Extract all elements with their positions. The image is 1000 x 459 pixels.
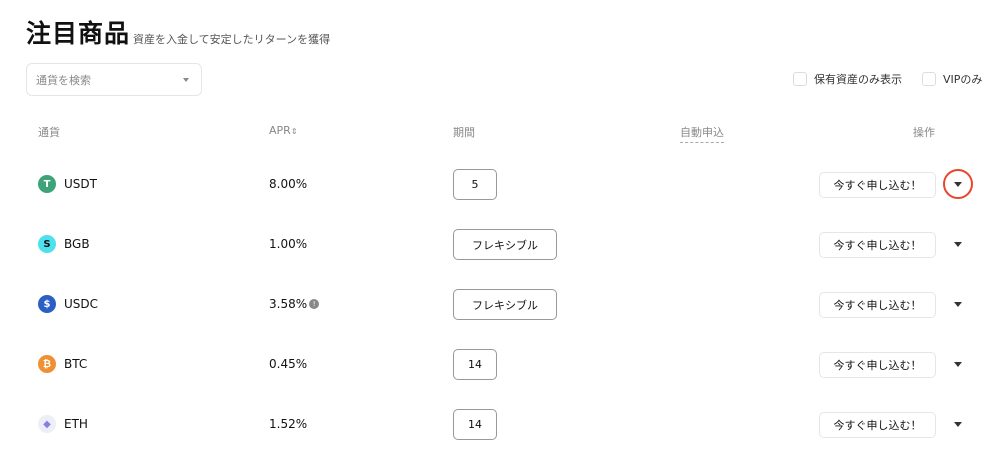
expand-row-button[interactable] xyxy=(943,409,973,439)
holdings-only-checkbox[interactable]: 保有資産のみ表示 xyxy=(793,71,902,87)
chevron-down-icon xyxy=(183,78,189,82)
currency-symbol: USDT xyxy=(64,177,97,191)
apply-now-button[interactable]: 今すぐ申し込む！ xyxy=(819,172,936,198)
column-auto-subscribe[interactable]: 自動申込 xyxy=(680,124,724,143)
period-option[interactable]: 5 xyxy=(453,169,497,200)
currency-symbol: BGB xyxy=(64,237,90,251)
bitcoin-icon: ₿ xyxy=(38,355,56,373)
table-row: S BGB 1.00% フレキシブル 今すぐ申し込む！ xyxy=(0,224,1000,264)
apply-now-button[interactable]: 今すぐ申し込む！ xyxy=(819,412,936,438)
table-row: ₿ BTC 0.45% 14 今すぐ申し込む！ xyxy=(0,344,1000,384)
bitget-icon: S xyxy=(38,235,56,253)
currency-symbol: ETH xyxy=(64,417,88,431)
apply-now-button[interactable]: 今すぐ申し込む！ xyxy=(819,232,936,258)
caret-down-icon xyxy=(954,301,962,307)
search-placeholder: 通貨を検索 xyxy=(36,74,91,87)
expand-row-button[interactable] xyxy=(943,289,973,319)
table-row: T USDT 8.00% 5 今すぐ申し込む！ xyxy=(0,164,1000,204)
period-option[interactable]: 14 xyxy=(453,349,497,380)
apr-text: 1.00% xyxy=(269,237,308,251)
apr-label: APR xyxy=(269,124,291,137)
currency-search-select[interactable]: 通貨を検索 xyxy=(26,63,202,96)
tether-icon: T xyxy=(38,175,56,193)
apr-text: 8.00% xyxy=(269,177,308,191)
apr-value: 1.52% xyxy=(269,417,307,431)
apr-value: 0.45% xyxy=(269,357,307,371)
apr-value: 1.00% xyxy=(269,237,307,251)
column-action: 操作 xyxy=(913,126,935,139)
apr-text: 1.52% xyxy=(269,417,308,431)
vip-only-checkbox[interactable]: VIPのみ xyxy=(922,71,982,87)
caret-down-icon xyxy=(954,241,962,247)
apply-now-button[interactable]: 今すぐ申し込む！ xyxy=(819,292,936,318)
ethereum-icon: ◆ xyxy=(38,415,56,433)
period-option[interactable]: フレキシブル xyxy=(453,229,557,260)
apply-now-button[interactable]: 今すぐ申し込む！ xyxy=(819,352,936,378)
expand-row-button[interactable] xyxy=(943,229,973,259)
table-row: ◆ ETH 1.52% 14 今すぐ申し込む！ xyxy=(0,404,1000,444)
page-subtitle: 資産を入金して安定したリターンを獲得 xyxy=(133,33,331,46)
currency-symbol: BTC xyxy=(64,357,88,371)
column-currency: 通貨 xyxy=(38,126,60,139)
caret-down-icon xyxy=(954,421,962,427)
column-apr[interactable]: APR⇕ xyxy=(269,124,298,137)
expand-row-button[interactable] xyxy=(943,169,973,199)
checkbox-box[interactable] xyxy=(922,72,936,86)
sort-icon[interactable]: ⇕ xyxy=(290,127,298,136)
checkbox-box[interactable] xyxy=(793,72,807,86)
period-option[interactable]: 14 xyxy=(453,409,497,440)
apr-text: 3.58% xyxy=(269,297,308,311)
column-period: 期間 xyxy=(453,126,475,139)
table-row: $ USDC 3.58%! フレキシブル 今すぐ申し込む！ xyxy=(0,284,1000,324)
currency-symbol: USDC xyxy=(64,297,99,311)
period-option[interactable]: フレキシブル xyxy=(453,289,557,320)
checkbox-label: VIPのみ xyxy=(943,73,983,86)
expand-row-button[interactable] xyxy=(943,349,973,379)
checkbox-label: 保有資産のみ表示 xyxy=(814,73,902,86)
usdc-icon: $ xyxy=(38,295,56,313)
caret-down-icon xyxy=(954,181,962,187)
info-icon[interactable]: ! xyxy=(309,299,320,309)
caret-down-icon xyxy=(954,361,962,367)
page-title: 注目商品 xyxy=(26,19,131,48)
apr-value: 3.58%! xyxy=(269,297,320,311)
apr-text: 0.45% xyxy=(269,357,308,371)
apr-value: 8.00% xyxy=(269,177,307,191)
